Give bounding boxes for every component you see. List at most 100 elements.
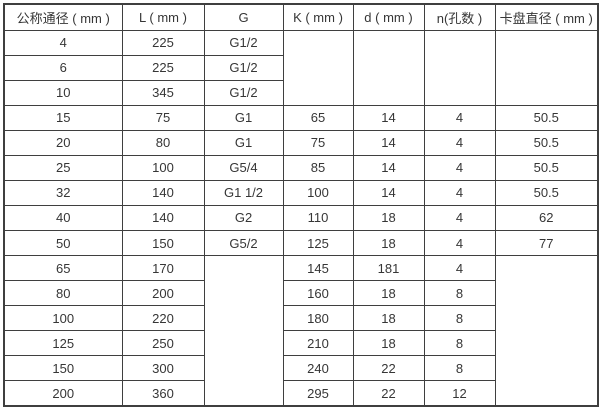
- table-cell: 160: [282, 280, 354, 307]
- table-cell: G1/2: [203, 29, 284, 56]
- table-cell: 200: [121, 280, 205, 307]
- table-cell: [203, 255, 284, 407]
- table-cell: 18: [352, 280, 425, 307]
- table-cell: 4: [423, 154, 496, 181]
- table-cell: 150: [121, 229, 205, 257]
- table-cell: 4: [423, 204, 496, 232]
- table-row: 20 80 G1 75 14 4 50.5: [3, 129, 599, 156]
- table-cell: 200: [3, 380, 123, 407]
- table-cell: 360: [121, 380, 205, 407]
- table-cell: 100: [121, 154, 205, 181]
- table-cell: 4: [423, 129, 496, 156]
- table-cell: 50.5: [494, 104, 599, 131]
- table-cell: G1/2: [203, 79, 284, 106]
- table-cell: G1: [203, 129, 284, 156]
- table-cell: 6: [3, 54, 123, 81]
- table-cell: G1 1/2: [203, 179, 284, 206]
- table-cell: 22: [352, 380, 425, 407]
- table-cell: 65: [3, 255, 123, 282]
- table-row: 200 360 295 22 12: [3, 380, 598, 407]
- table-cell: 125: [3, 330, 123, 357]
- table-cell: 345: [121, 79, 205, 106]
- table-cell: 14: [352, 129, 425, 156]
- table-cell: [352, 29, 425, 106]
- table-cell: 125: [282, 229, 354, 257]
- table-cell: 80: [121, 129, 205, 156]
- table-cell: 62: [494, 204, 599, 232]
- table-cell: 77: [494, 229, 599, 257]
- table-row: 50 150 G5/2 125 18 4 77: [3, 229, 599, 257]
- table-cell: 250: [121, 330, 205, 357]
- table-cell: 75: [282, 129, 354, 156]
- table-row: 25 100 G5/4 85 14 4 50.5: [3, 154, 599, 181]
- table-cell: 145: [282, 255, 354, 282]
- table-cell: 240: [282, 355, 354, 382]
- column-header: L ( mm ): [121, 3, 205, 31]
- column-header: 公称通径 ( mm ): [3, 3, 123, 31]
- table-cell: 32: [3, 179, 123, 206]
- table-row: 15 75 G1 65 14 4 50.5: [3, 104, 599, 131]
- table-cell: 50.5: [494, 179, 599, 206]
- table-cell: G1/2: [203, 54, 284, 81]
- table-cell: 4: [423, 179, 496, 206]
- table-cell: 50.5: [494, 154, 599, 181]
- table-cell: 100: [282, 179, 354, 206]
- table-cell: 8: [423, 305, 496, 332]
- table-cell: 4: [423, 104, 496, 131]
- table-cell: 150: [3, 355, 123, 382]
- table-cell: G5/2: [203, 229, 284, 257]
- table-cell: 170: [121, 255, 205, 282]
- table-cell: 220: [121, 305, 205, 332]
- table-cell: 75: [121, 104, 205, 131]
- table-cell: 225: [121, 54, 205, 81]
- table-cell: 180: [282, 305, 354, 332]
- table-row: 150 300 240 22 8: [3, 355, 598, 382]
- table-cell: 18: [352, 305, 425, 332]
- table-cell: 15: [3, 104, 123, 131]
- table-cell: 110: [282, 204, 354, 232]
- table-header: 公称通径 ( mm ) L ( mm ) G K ( mm ) d ( mm ) n(孔数…: [3, 3, 599, 31]
- table-cell: 22: [352, 355, 425, 382]
- table-row: 80 200 160 18 8: [3, 280, 598, 307]
- table-cell: 14: [352, 154, 425, 181]
- table-cell: 140: [121, 179, 205, 206]
- table-cell: 85: [282, 154, 354, 181]
- table-cell: 4: [3, 29, 123, 56]
- table-cell: [282, 29, 354, 106]
- column-header: n(孔数 ): [423, 3, 496, 31]
- table-cell: 18: [352, 330, 425, 357]
- table-cell: 8: [423, 330, 496, 357]
- table-cell: 18: [352, 204, 425, 232]
- table-row: 125 250 210 18 8: [3, 330, 598, 357]
- header-row: 公称通径 ( mm ) L ( mm ) G K ( mm ) d ( mm ) n(孔数…: [3, 3, 599, 31]
- table-row: 32 140 G1 1/2 100 14 4 50.5: [3, 179, 599, 206]
- table-cell: 12: [423, 380, 496, 407]
- table-cell: 50: [3, 229, 123, 257]
- column-header: G: [203, 3, 284, 31]
- table-row: 40 140 G2 110 18 4 62: [3, 204, 599, 232]
- table-cell: 14: [352, 179, 425, 206]
- table-cell: 210: [282, 330, 354, 357]
- table-cell: 181: [352, 255, 425, 282]
- table-cell: G2: [203, 204, 284, 232]
- table-cell: 140: [121, 204, 205, 232]
- table-cell: 4: [423, 229, 496, 257]
- table-cell: 20: [3, 129, 123, 156]
- table-cell: 50.5: [494, 129, 599, 156]
- table-cell: 14: [352, 104, 425, 131]
- table-cell: 4: [423, 255, 496, 282]
- table-cell: G1: [203, 104, 284, 131]
- table-cell: 25: [3, 154, 123, 181]
- table-cell: 40: [3, 204, 123, 232]
- table-body: 4 225 G1/2 6 225 G1/2 10 345 G1/2 15 75 G1 65 14 4 50.5…: [3, 29, 599, 407]
- table-cell: 18: [352, 229, 425, 257]
- table-cell: 300: [121, 355, 205, 382]
- table-cell: [423, 29, 496, 106]
- column-header: 卡盘直径 ( mm ): [494, 3, 599, 31]
- spec-table: 公称通径 ( mm ) L ( mm ) G K ( mm ) d ( mm ) n(孔数…: [3, 3, 599, 407]
- table-cell: 65: [282, 104, 354, 131]
- column-header: K ( mm ): [282, 3, 354, 31]
- table-cell: 10: [3, 79, 123, 106]
- table-row: 4 225 G1/2: [3, 29, 599, 106]
